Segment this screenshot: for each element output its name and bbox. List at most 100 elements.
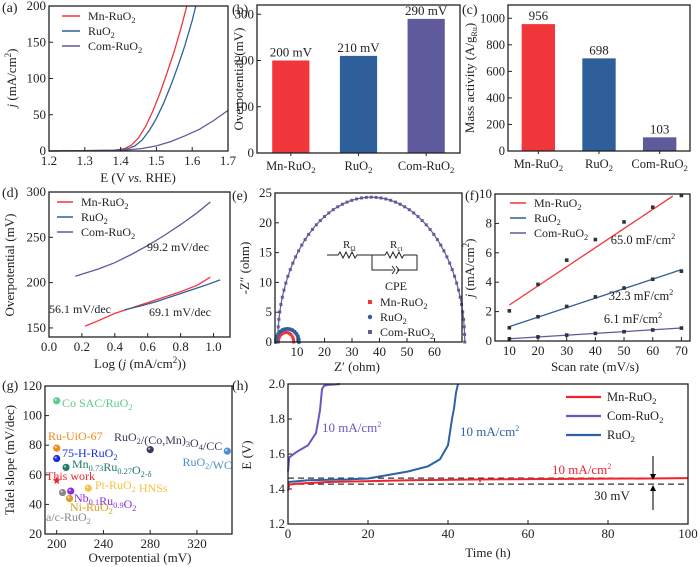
data-point xyxy=(463,332,467,336)
data-point xyxy=(379,196,383,200)
data-point xyxy=(412,211,416,215)
x-tick-label: 50 xyxy=(618,343,631,358)
data-point xyxy=(374,195,378,199)
data-point xyxy=(288,268,292,272)
panel-label: (f) xyxy=(465,189,479,204)
data-point xyxy=(536,335,540,339)
slope-annotation: 99.2 mV/dec xyxy=(147,240,209,254)
data-point xyxy=(457,288,461,292)
panel-label: (h) xyxy=(232,379,249,394)
plot-frame xyxy=(48,5,229,152)
data-point xyxy=(277,317,281,321)
data-point xyxy=(291,336,295,340)
x-tick-label: 1.7 xyxy=(220,153,237,168)
legend-label: Mn-RuO2 xyxy=(534,196,582,212)
data-point xyxy=(420,219,424,223)
x-tick-label: 1.2 xyxy=(41,153,57,168)
x-tick-label: 40 xyxy=(373,344,386,359)
x-tick-label: 40 xyxy=(589,343,602,358)
data-point xyxy=(307,232,311,236)
resistor-r-ct xyxy=(372,250,417,260)
panel-label: (d) xyxy=(2,186,19,201)
data-point xyxy=(278,334,282,338)
x-tick-label: 0.2 xyxy=(74,339,90,354)
y-tick-label: 1.2 xyxy=(269,516,285,531)
x-tick-label: 20 xyxy=(532,343,545,358)
x-tick-label: 10 xyxy=(291,344,304,359)
legend-label: Mn-RuO2 xyxy=(380,295,428,311)
x-tick-label: 1.3 xyxy=(77,153,93,168)
plot-frame xyxy=(256,4,461,154)
legend-label: RuO2 xyxy=(81,210,108,226)
y-tick-label: 300 xyxy=(235,6,255,21)
circuit-label-r-ct: Rct xyxy=(390,239,402,253)
data-point xyxy=(296,337,301,342)
point-label: Co SAC/RuO2 xyxy=(62,396,133,412)
panel-label: (e) xyxy=(232,189,248,204)
resistor-r-omega xyxy=(327,250,372,260)
data-point xyxy=(384,197,388,201)
y-tick-label: 0 xyxy=(248,145,255,160)
y-tick-label: 0 xyxy=(40,143,47,158)
data-point xyxy=(389,198,393,202)
data-point xyxy=(331,208,335,212)
x-tick-label: 60 xyxy=(646,343,659,358)
data-point xyxy=(679,326,684,330)
data-point xyxy=(276,332,280,336)
x-tick-label: 1.5 xyxy=(148,153,164,168)
data-point xyxy=(291,261,295,265)
data-point xyxy=(294,255,298,259)
data-point xyxy=(350,198,354,202)
bar-com-ruo2 xyxy=(407,18,445,153)
data-point xyxy=(53,397,61,405)
series-line-com-ruo2 xyxy=(287,383,341,472)
data-point xyxy=(564,333,569,337)
down-arrow-head xyxy=(650,474,656,480)
series-line-ruo2 xyxy=(124,279,221,311)
legend-label: RuO2 xyxy=(607,428,635,444)
y-tick-label: 15 xyxy=(259,245,272,260)
slope-annotation: 56.1 mV/dec xyxy=(49,302,111,316)
y-tick-label: 100 xyxy=(23,408,43,423)
data-label: 200 mV xyxy=(270,45,313,60)
y-tick-label: 50 xyxy=(33,107,46,122)
data-point xyxy=(284,281,288,285)
y-tick-label: 150 xyxy=(27,34,47,49)
data-label: 956 xyxy=(529,8,549,23)
panel-e-nyquist-plots: 10 20 30 40 50 60 0 5 10 15 20 25 (e) -Z″ (ohm) Z′ (oh… xyxy=(232,185,467,374)
data-point-highlight xyxy=(68,488,71,492)
fit-line-mn-ruo2 xyxy=(508,195,674,306)
x-tick-label: 40 xyxy=(442,526,455,541)
y-tick-label: 4 xyxy=(486,274,493,289)
y-tick-label: 1.4 xyxy=(269,481,286,496)
legend-label: Mn-RuO2 xyxy=(88,9,136,25)
x-axis-label: E (V vs. RHE) xyxy=(100,170,176,185)
y-tick-label: 0 xyxy=(499,144,505,158)
data-point-highlight xyxy=(86,485,89,489)
data-point xyxy=(278,310,282,314)
data-point xyxy=(564,258,569,262)
y-tick-label: 200 xyxy=(235,53,255,68)
data-point xyxy=(455,281,459,285)
data-point xyxy=(318,219,322,223)
data-point xyxy=(461,310,465,314)
data-point xyxy=(292,338,296,342)
y-tick-label: 40 xyxy=(29,496,42,511)
data-label: 103 xyxy=(650,121,670,136)
data-point xyxy=(323,215,326,219)
x-tick-label: 50 xyxy=(401,344,414,359)
data-point xyxy=(282,331,286,335)
data-point-highlight xyxy=(63,465,67,468)
up-arrow-head xyxy=(650,485,656,491)
data-point xyxy=(428,227,432,231)
y-tick-label: 1000 xyxy=(480,11,505,25)
star-marker-this-work xyxy=(52,476,61,485)
x-tick-label: 280 xyxy=(140,536,160,551)
x-tick-label: 1.0 xyxy=(205,339,221,354)
data-point xyxy=(593,237,598,242)
data-label: 290 mV xyxy=(405,3,448,18)
panel-d-tafel-plots: 0.0 0.2 0.4 0.6 0.8 1.0 150 200 250 300 (d) Overpot… xyxy=(2,184,231,371)
data-point xyxy=(276,325,280,329)
data-point xyxy=(277,336,281,340)
